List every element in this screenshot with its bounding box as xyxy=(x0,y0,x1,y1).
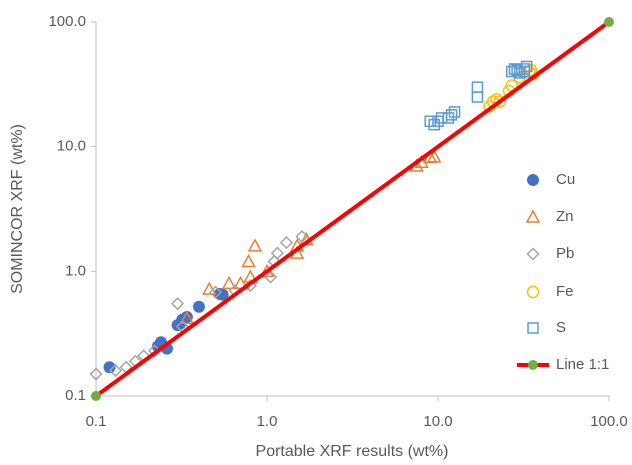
point xyxy=(221,275,237,290)
legend-label: Cu xyxy=(556,171,575,188)
legend-swatch xyxy=(526,247,540,261)
legend-label: S xyxy=(556,319,566,336)
point xyxy=(179,310,195,325)
y-tick-label: 10.0 xyxy=(57,138,86,155)
y-tick-label: 0.1 xyxy=(65,387,86,404)
x-axis-title: Portable XRF results (wt%) xyxy=(256,443,449,460)
point xyxy=(424,115,436,127)
point xyxy=(241,253,256,268)
point xyxy=(471,91,484,103)
line-1-1 xyxy=(94,20,611,398)
legend-swatch xyxy=(525,209,541,223)
legend-label: Fe xyxy=(556,283,574,300)
point xyxy=(428,118,440,131)
legend-swatch xyxy=(527,174,539,186)
point xyxy=(208,285,223,299)
point xyxy=(448,106,461,118)
point xyxy=(247,238,263,252)
y-tick-label: 1.0 xyxy=(65,262,86,279)
point xyxy=(426,149,442,163)
y-axis-title: SOMINCOR XRF (wt%) xyxy=(9,124,26,294)
line-end-marker xyxy=(604,17,614,27)
point xyxy=(264,270,278,284)
point xyxy=(180,311,193,324)
x-tick-label: 100.0 xyxy=(590,413,628,430)
point xyxy=(493,95,507,108)
point xyxy=(442,112,455,124)
point xyxy=(192,300,205,313)
point xyxy=(295,230,309,244)
legend-swatch xyxy=(527,322,539,334)
x-tick-label: 0.1 xyxy=(86,413,107,430)
point xyxy=(103,361,116,374)
line-end-marker xyxy=(91,391,101,401)
legend-label: Pb xyxy=(556,245,574,262)
x-tick-label: 1.0 xyxy=(257,413,278,430)
point xyxy=(202,281,217,295)
legend-label: Line 1:1 xyxy=(556,356,609,373)
point xyxy=(108,363,123,378)
point xyxy=(435,112,448,124)
point xyxy=(89,367,103,381)
point xyxy=(279,236,294,250)
y-tick-label: 100.0 xyxy=(48,13,86,30)
point xyxy=(471,81,484,93)
point xyxy=(270,246,284,260)
point xyxy=(518,65,531,78)
legend-swatch xyxy=(526,285,540,299)
legend-label: Zn xyxy=(556,208,574,225)
legend-swatch xyxy=(528,360,538,370)
point xyxy=(445,109,458,121)
x-tick-label: 10.0 xyxy=(423,413,452,430)
point xyxy=(171,297,185,311)
